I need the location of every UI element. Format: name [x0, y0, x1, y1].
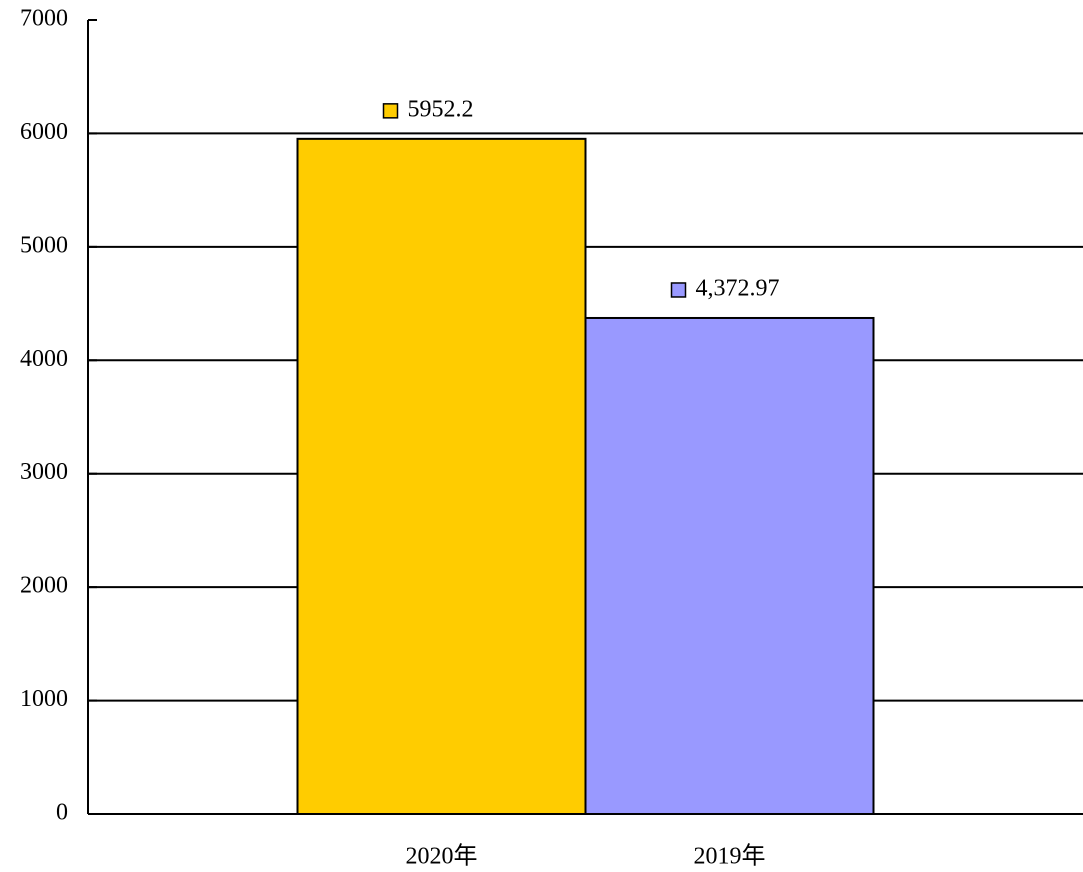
- y-tick-label: 6000: [20, 119, 68, 145]
- y-tick-label: 0: [56, 800, 68, 826]
- bar: [296, 137, 587, 815]
- y-tick-label: 7000: [20, 6, 68, 32]
- y-tick-label: 1000: [20, 686, 68, 712]
- y-tick-label: 5000: [20, 232, 68, 258]
- y-tick-label: 4000: [20, 346, 68, 372]
- data-label: 4,372.97: [696, 275, 780, 301]
- x-tick-label: 2019年: [694, 843, 766, 870]
- bar: [584, 316, 875, 815]
- y-tick-label: 2000: [20, 573, 68, 599]
- data-label: 5952.2: [408, 96, 474, 122]
- data-label-key: [670, 282, 687, 298]
- data-label-key: [382, 103, 399, 119]
- x-tick-label: 2020年: [406, 843, 478, 870]
- y-tick-label: 3000: [20, 459, 68, 485]
